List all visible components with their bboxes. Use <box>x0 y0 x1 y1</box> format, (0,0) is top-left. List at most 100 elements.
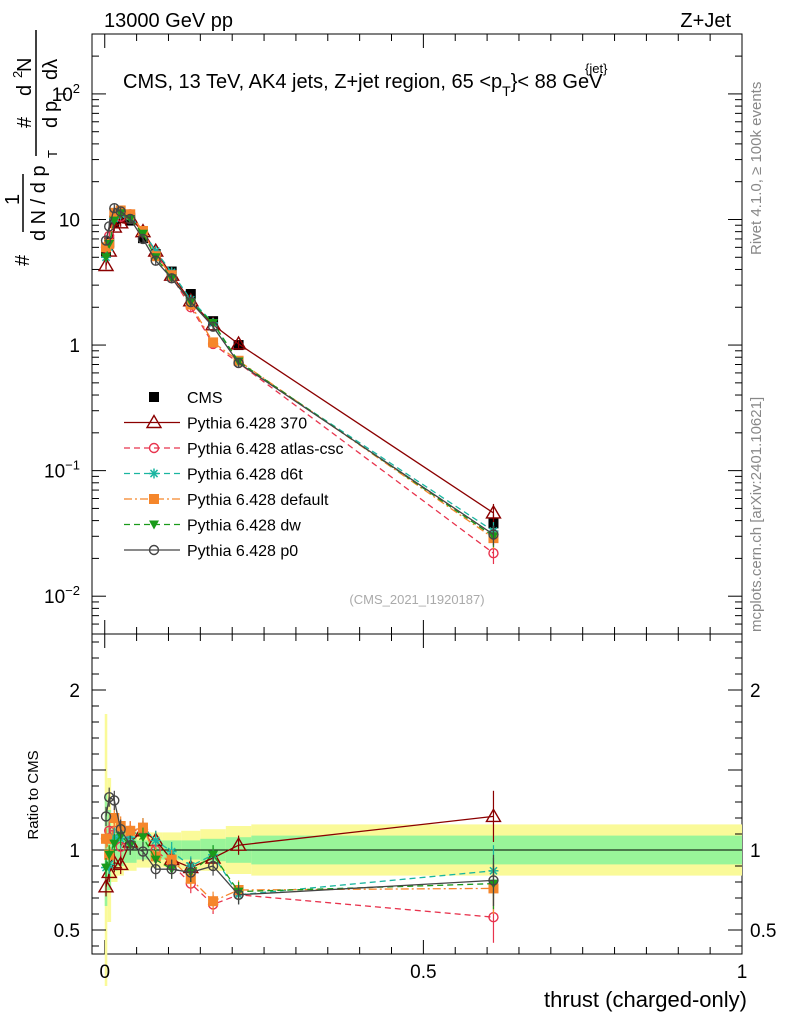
tick-exponent: −2 <box>65 583 80 598</box>
data-point-p0 <box>488 529 499 540</box>
data-point-p0 <box>166 273 177 284</box>
legend-label-atlas: Pythia 6.428 atlas-csc <box>187 441 344 458</box>
data-point-p0 <box>125 213 136 225</box>
data-point-default <box>208 337 219 348</box>
ratio-point-p0 <box>207 860 219 872</box>
series-line-default <box>105 209 494 539</box>
ratio-series-p0 <box>100 787 499 906</box>
legend-marker-p0 <box>148 544 160 556</box>
data-point-dw <box>101 253 112 263</box>
x-tick-label: 0.5 <box>410 962 436 983</box>
main-y-tick-label: 10−1 <box>44 458 80 483</box>
series-atlas <box>100 209 499 565</box>
legend-label-cms: CMS <box>187 390 223 407</box>
legend-marker-atlas <box>148 442 160 454</box>
legend: CMS Pythia 6.428 370 Pythia 6.428 atlas-cs… <box>124 390 344 560</box>
legend-entry-p370: Pythia 6.428 370 <box>124 414 307 433</box>
data-point-p0 <box>109 202 120 214</box>
ratio-point-dw <box>208 850 219 860</box>
ratio-point-dw <box>104 850 115 860</box>
y-label-d2: d <box>14 85 36 96</box>
ratio-point-p0 <box>115 824 126 835</box>
y-label-hash-2: # <box>14 116 36 128</box>
main-y-tick-label: 10 <box>59 210 80 231</box>
legend-label-default: Pythia 6.428 default <box>187 492 329 509</box>
legend-marker-p370 <box>145 414 163 429</box>
plot-title-main: CMS, 13 TeV, AK4 jets, Z+jet region, 65 … <box>123 71 502 93</box>
y-label-t2: T <box>54 90 69 98</box>
ratio-point-dw <box>109 839 120 849</box>
y-label-p: p <box>40 101 62 112</box>
ratio-point-p0 <box>488 875 499 886</box>
legend-label-dw: Pythia 6.428 dw <box>187 518 301 535</box>
ratio-y-tick-label: 1 <box>69 841 80 862</box>
legend-marker-d6t <box>149 468 159 479</box>
data-point-p0 <box>104 221 115 232</box>
y-label-dlambda: dλ <box>40 59 62 80</box>
plot-title-sub: T <box>502 83 511 99</box>
ratio-point-default <box>101 833 112 844</box>
ratio-point-default <box>125 825 136 836</box>
y-label-sq: 2 <box>10 71 25 78</box>
x-tick-label: 0 <box>99 962 110 983</box>
legend-marker-cms <box>149 392 159 402</box>
main-y-tick-label: 1 <box>69 336 80 357</box>
legend-label-d6t: Pythia 6.428 d6t <box>187 467 303 484</box>
plot-title: CMS, 13 TeV, AK4 jets, Z+jet region, 65 … <box>123 71 603 99</box>
data-point-p370 <box>485 504 502 519</box>
ratio-y-tick-label: 2 <box>69 681 80 702</box>
ratio-y-label: Ratio to CMS <box>25 750 42 839</box>
tick-base: 10 <box>52 85 73 106</box>
ratio-point-default <box>109 813 120 823</box>
ratio-plot-area: 0.5 0.51 12 20 0.5 1 <box>54 634 776 986</box>
ratio-point-p0 <box>125 840 136 851</box>
series-p0 <box>100 202 499 546</box>
tick-exponent: −1 <box>65 458 80 473</box>
ratio-point-p370 <box>112 856 129 871</box>
data-point-p0 <box>137 233 149 245</box>
main-y-tick-label: 102 <box>52 81 80 106</box>
ratio-point-p0 <box>150 864 161 875</box>
ratio-point-p0 <box>233 889 244 900</box>
legend-marker-d6t-stroke <box>149 469 159 478</box>
ratio-point-dw <box>137 833 148 843</box>
ratio-point-p0 <box>137 846 149 857</box>
data-point-p0 <box>100 235 112 246</box>
legend-entry-dw: Pythia 6.428 dw <box>124 518 301 535</box>
ratio-line-d6t <box>105 826 494 896</box>
ratio-point-d6t <box>150 835 161 846</box>
data-point-p0 <box>115 206 126 217</box>
legend-entry-default: Pythia 6.428 default <box>124 492 329 509</box>
data-point-p370 <box>106 218 123 233</box>
ratio-point-p370 <box>230 836 247 851</box>
tick-base: 10 <box>44 587 65 608</box>
ratio-point-d6t-stroke <box>151 836 160 845</box>
ratio-y-tick-label-right: 0.5 <box>750 921 776 942</box>
plot-title-sup: {jet} <box>585 61 608 76</box>
data-point-p0 <box>150 255 161 266</box>
y-label-d: d <box>40 117 62 128</box>
ratio-point-p0 <box>100 811 112 822</box>
ratio-point-default <box>208 896 219 907</box>
y-label-dn-dpt: d N / d p <box>28 165 50 241</box>
ratio-point-p370 <box>97 878 115 893</box>
analysis-id: (CMS_2021_I1920187) <box>349 592 484 607</box>
ratio-point-p0 <box>185 867 196 878</box>
rivet-label: Rivet 4.1.0, ≥ 100k events <box>748 82 765 255</box>
data-point-p0 <box>233 357 244 369</box>
y-label-one: 1 <box>2 194 24 205</box>
legend-label-p0: Pythia 6.428 p0 <box>187 543 298 560</box>
legend-entry-atlas: Pythia 6.428 atlas-csc <box>124 441 344 458</box>
legend-label-p370: Pythia 6.428 370 <box>187 416 307 433</box>
ratio-point-p0 <box>109 795 120 806</box>
y-label-hash-1: # <box>12 254 34 266</box>
series-line-d6t <box>105 213 494 532</box>
tick-exponent: 2 <box>73 81 80 96</box>
data-point-p370 <box>97 257 115 272</box>
tick-base: 10 <box>44 462 65 483</box>
ratio-y-tick-label-right: 1 <box>750 841 761 862</box>
process-label: Z+Jet <box>680 10 731 32</box>
legend-entry-cms: CMS <box>149 390 223 407</box>
data-point-p0 <box>185 296 196 308</box>
